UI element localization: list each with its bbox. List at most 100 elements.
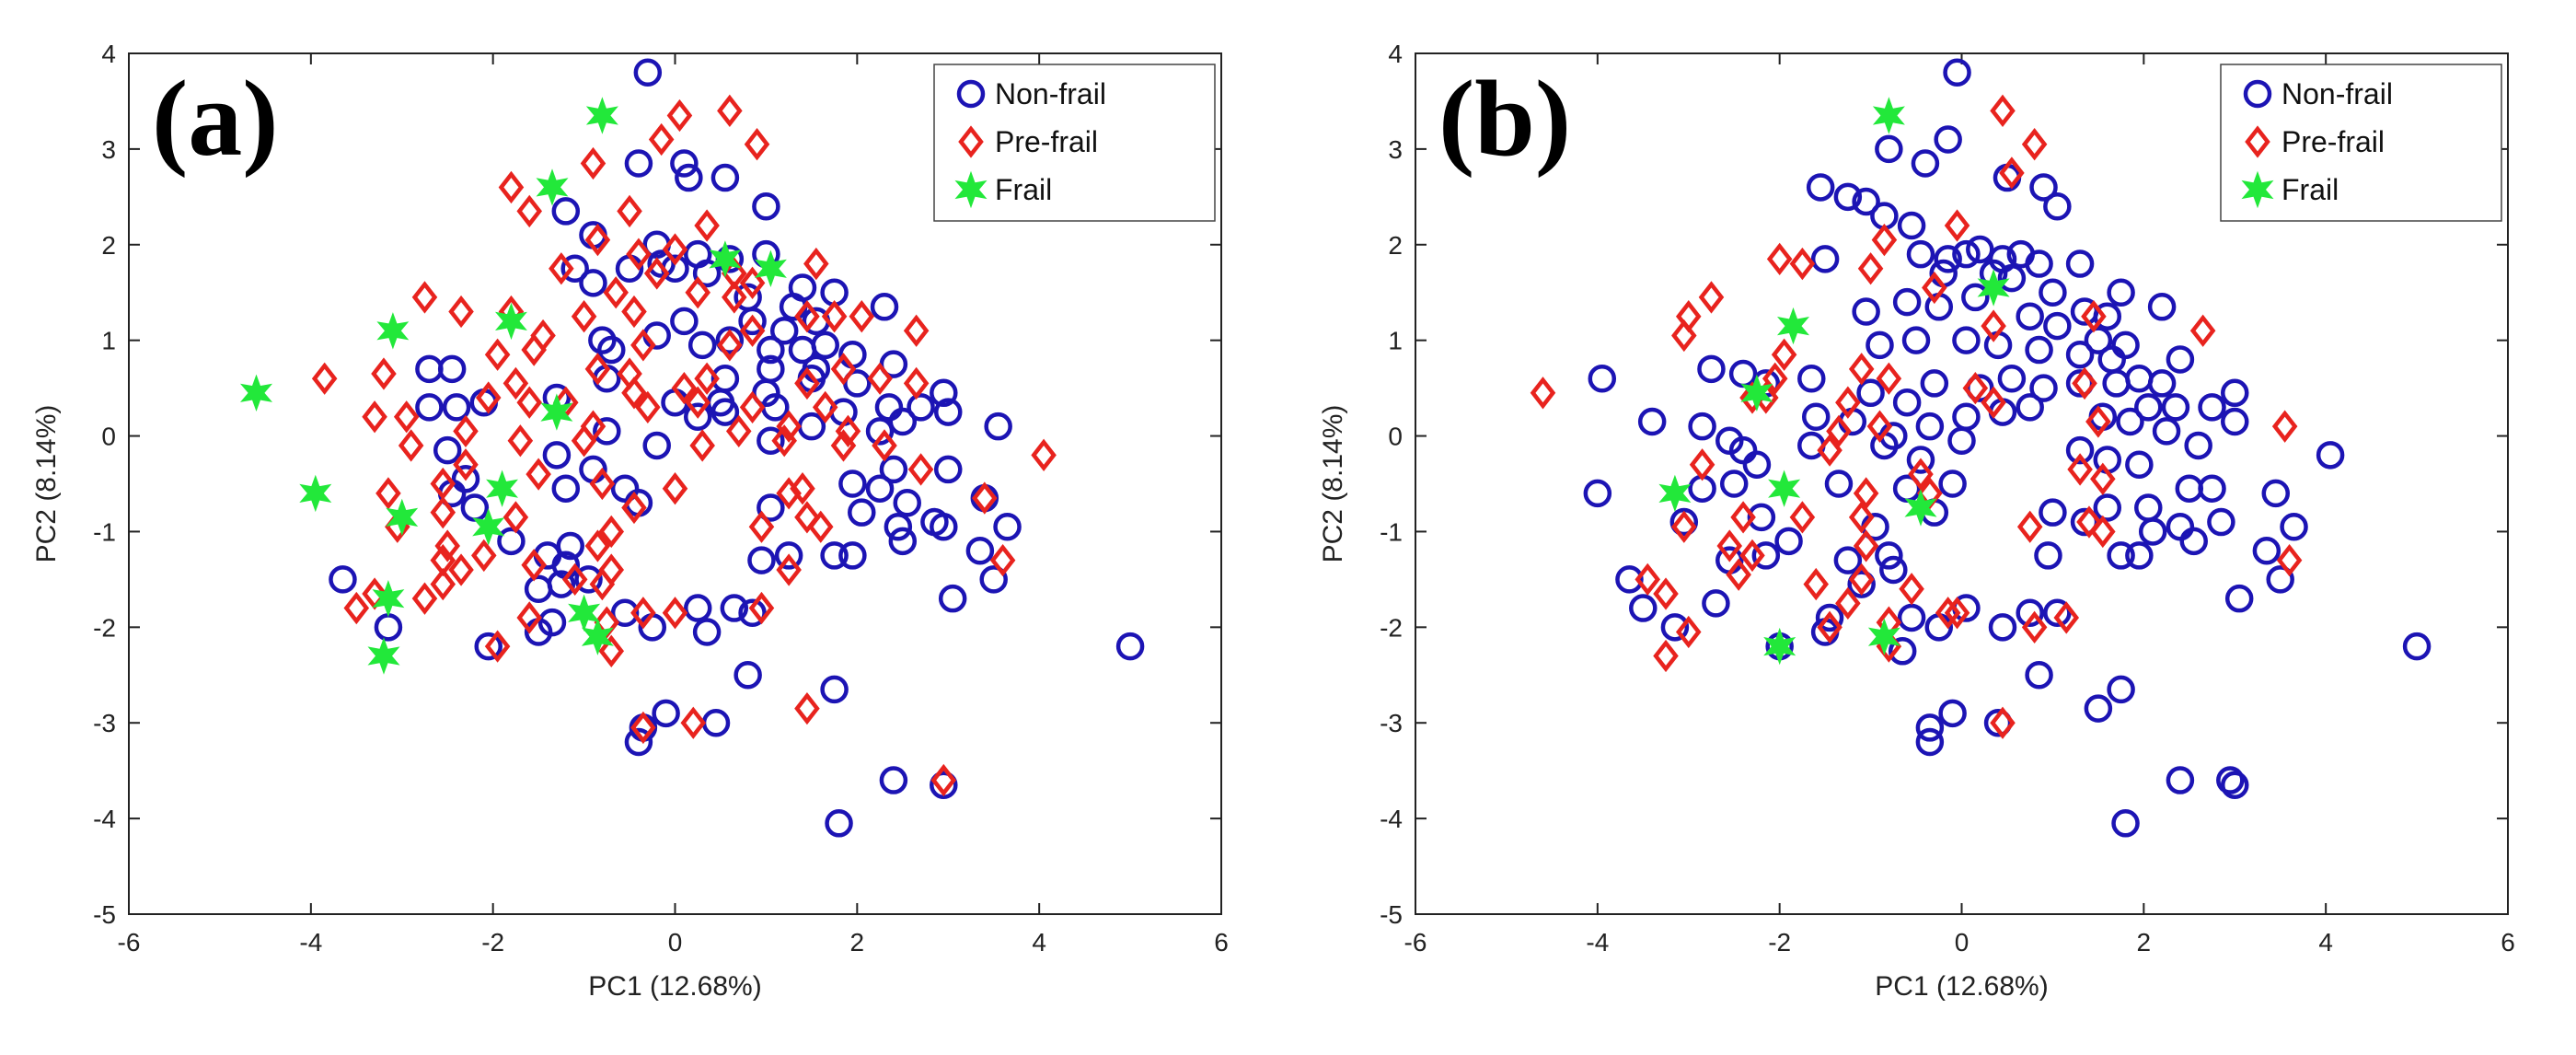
point-non-frail (1983, 708, 2013, 737)
point-frail (540, 393, 573, 431)
point-pre-frail (717, 94, 743, 127)
point-non-frail (2043, 311, 2072, 341)
y-tick-label: 3 (1388, 135, 1403, 164)
point-pre-frail (598, 634, 625, 667)
point-non-frail (1588, 364, 1617, 393)
point-pre-frail (2021, 128, 2048, 161)
point-pre-frail (776, 477, 802, 510)
point-pre-frail (1848, 562, 1875, 597)
point-frail (1740, 374, 1773, 412)
point-pre-frail (771, 424, 797, 458)
point-non-frail (1915, 727, 1945, 757)
point-non-frail (670, 307, 699, 336)
point-non-frail (610, 598, 640, 627)
point-non-frail (642, 431, 671, 460)
point-non-frail (848, 498, 876, 527)
legend-label-non-frail: Non-frail (2281, 77, 2393, 110)
point-pre-frail (516, 601, 543, 634)
point-non-frail (738, 307, 767, 336)
point-non-frail (1824, 470, 1854, 498)
point-frail (754, 249, 787, 288)
point-non-frail (879, 350, 908, 378)
point-non-frail (1688, 412, 1716, 441)
point-pre-frail (484, 338, 511, 371)
point-non-frail (675, 163, 703, 192)
point-frail (1872, 97, 1905, 134)
x-tick-label: -2 (1768, 928, 1791, 956)
point-non-frail (2125, 450, 2154, 479)
point-pre-frail (794, 366, 820, 400)
point-non-frail (757, 426, 785, 455)
point-non-frail (1947, 426, 1976, 455)
point-non-frail (551, 197, 581, 226)
point-pre-frail (1990, 94, 2016, 127)
point-pre-frail (2067, 453, 2093, 486)
point-pre-frail (1530, 377, 1556, 410)
point-non-frail (1920, 369, 1949, 398)
point-pre-frail (411, 582, 438, 615)
point-non-frail (2070, 507, 2099, 537)
point-non-frail (825, 809, 853, 838)
point-pre-frail (717, 329, 743, 362)
point-non-frail (2402, 632, 2432, 661)
point-non-frail (2125, 541, 2154, 570)
point-non-frail (930, 378, 958, 408)
point-non-frail (1966, 235, 1994, 264)
point-non-frail (1897, 603, 1926, 632)
point-pre-frail (907, 453, 934, 486)
point-pre-frail (1857, 252, 1884, 285)
point-pre-frail (1671, 510, 1697, 543)
point-pre-frail (516, 386, 543, 419)
point-non-frail (1615, 565, 1644, 594)
y-tick-label: -2 (1380, 613, 1403, 642)
point-pre-frail (1031, 438, 1057, 471)
point-pre-frail (643, 257, 670, 290)
point-non-frail (2093, 302, 2122, 330)
point-non-frail (1742, 450, 1772, 479)
point-pre-frail (867, 362, 893, 395)
y-tick-label: -1 (1380, 517, 1403, 546)
point-non-frail (497, 527, 526, 556)
point-pre-frail (343, 591, 370, 625)
point-non-frail (2184, 431, 2212, 460)
point-non-frail (820, 541, 849, 570)
point-pre-frail (521, 549, 547, 582)
point-non-frail (1915, 713, 1945, 742)
point-pre-frail (1766, 242, 1793, 276)
point-pre-frail (311, 362, 338, 395)
point-non-frail (1719, 470, 1749, 498)
point-pre-frail (626, 238, 652, 271)
point-non-frail (2065, 435, 2095, 465)
point-pre-frail (1653, 639, 1679, 673)
point-non-frail (2166, 345, 2195, 374)
point-non-frail (593, 417, 621, 446)
point-non-frail (774, 541, 803, 570)
point-non-frail (579, 269, 607, 297)
point-non-frail (2025, 661, 2053, 690)
point-pre-frail (526, 458, 551, 491)
point-non-frail (437, 354, 467, 384)
point-non-frail (1906, 239, 1935, 269)
point-pre-frail (744, 128, 770, 161)
point-non-frail (1833, 182, 1863, 212)
point-non-frail (2116, 407, 2144, 436)
point-pre-frail (1730, 501, 1756, 534)
point-pre-frail (1853, 477, 1879, 510)
point-non-frail (2039, 498, 2067, 527)
point-non-frail (2025, 249, 2053, 278)
point-pre-frail (694, 362, 720, 395)
point-non-frail (2043, 598, 2072, 627)
panel-label: (b) (1438, 58, 1571, 179)
point-non-frail (820, 675, 849, 704)
point-non-frail (2107, 278, 2135, 307)
point-pre-frail (1771, 338, 1797, 371)
point-pre-frail (434, 529, 460, 562)
point-non-frail (2107, 541, 2135, 570)
point-pre-frail (794, 501, 820, 534)
y-tick-label: -3 (1380, 709, 1403, 737)
point-pre-frail (1835, 386, 1861, 419)
point-frail (536, 168, 569, 206)
point-non-frail (2161, 393, 2190, 422)
point-frail (1977, 269, 2010, 307)
point-pre-frail (872, 429, 897, 462)
